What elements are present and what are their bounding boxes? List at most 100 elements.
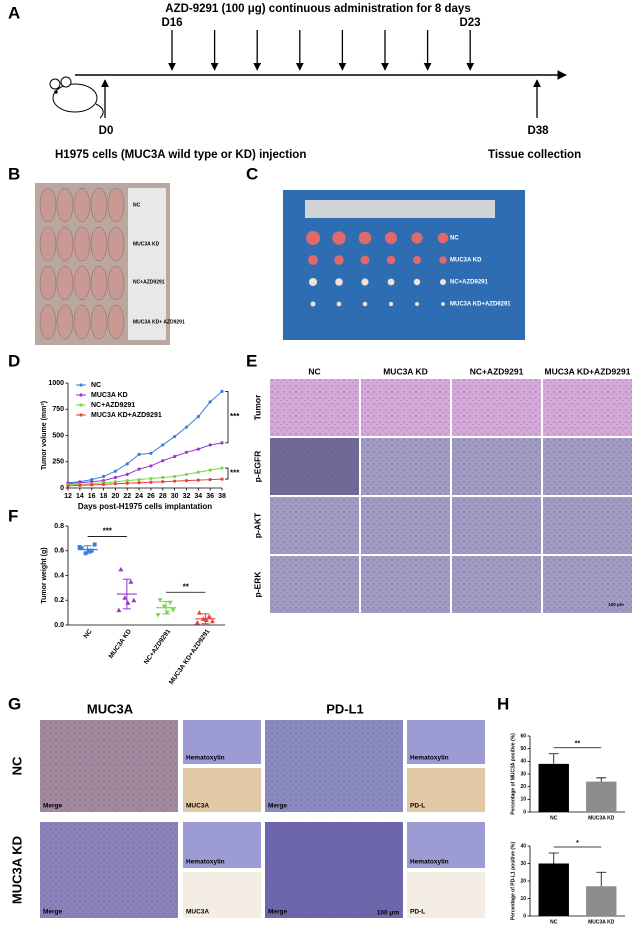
legend-label: NC	[91, 382, 101, 389]
x-tick-label: 26	[147, 493, 155, 500]
tumor	[332, 231, 346, 245]
point	[149, 464, 153, 468]
mouse	[73, 187, 91, 223]
row-header: MUC3A KD	[9, 836, 24, 904]
y-tick-label: 30	[520, 771, 526, 777]
point	[161, 443, 165, 447]
group-label: MUC3A KD+AZD9291	[450, 302, 511, 308]
point	[196, 447, 200, 451]
histology-texture	[543, 556, 632, 613]
histology-texture	[361, 497, 450, 554]
x-tick-label: 18	[100, 493, 108, 500]
annotation: **	[183, 582, 190, 591]
tumor	[441, 302, 445, 306]
point	[78, 483, 82, 487]
histology-texture	[543, 379, 632, 436]
legend-marker	[79, 383, 83, 387]
error-bar	[548, 753, 559, 764]
tumor	[439, 256, 447, 264]
x-tick-label: 24	[135, 493, 143, 500]
panel-letter: E	[246, 351, 257, 370]
panel-letter: C	[246, 164, 258, 183]
column-header: MUC3A KD	[383, 366, 428, 376]
panel-letter: G	[8, 694, 21, 713]
mouse	[56, 304, 74, 340]
y-tick-label: 20	[520, 784, 526, 790]
panel-letter: F	[8, 506, 18, 525]
series-line	[67, 467, 223, 486]
image-label: Hematoxylin	[186, 755, 225, 762]
image-label: PD-L	[410, 803, 425, 810]
point	[173, 434, 177, 439]
tumor	[362, 301, 368, 307]
legend-label: MUC3A KD+AZD9291	[91, 412, 162, 419]
annotation: *	[576, 840, 579, 847]
point	[164, 610, 170, 616]
y-tick-label: 500	[52, 432, 64, 439]
point	[208, 443, 212, 447]
y-tick-label: 0.6	[54, 548, 64, 555]
ihc-hematoxylin	[183, 720, 261, 764]
y-axis-label: Tumor volume (mm³)	[41, 401, 48, 470]
bar	[538, 863, 569, 916]
mouse	[56, 265, 74, 301]
mouse	[39, 226, 57, 262]
y-axis-label: Percentage of PD-L1 positive (%)	[510, 841, 516, 920]
y-tick-label: 0	[523, 913, 526, 919]
point	[196, 478, 200, 482]
column-header: MUC3A KD+AZD9291	[545, 366, 631, 376]
panel-letter: H	[497, 694, 509, 713]
bar	[538, 763, 569, 812]
tumor	[387, 278, 395, 286]
y-tick-label: 30	[520, 861, 526, 867]
x-tick-label: 14	[76, 493, 84, 500]
x-tick-label: 32	[183, 493, 191, 500]
legend-label: MUC3A KD	[91, 392, 128, 399]
error-bar	[548, 852, 559, 864]
point	[173, 479, 177, 483]
tumor	[334, 255, 344, 265]
error-bar	[122, 578, 131, 610]
y-tick-label: 0.4	[54, 572, 64, 579]
x-tick-label: NC	[550, 919, 558, 925]
x-tick-label: MUC3A KD	[588, 919, 615, 925]
point	[208, 400, 212, 404]
image-label: Merge	[268, 909, 288, 916]
point	[184, 425, 189, 429]
point	[173, 474, 177, 479]
timeline-title: AZD-9291 (100 μg) continuous administrat…	[165, 3, 470, 15]
dose-arrows	[168, 30, 475, 71]
x-tick-label: 12	[64, 493, 72, 500]
ihc-texture	[265, 822, 403, 918]
point	[122, 595, 128, 600]
tumors	[306, 231, 449, 307]
point	[209, 618, 215, 624]
point	[208, 468, 212, 472]
ihc-stain	[407, 768, 485, 812]
point	[118, 566, 124, 572]
point	[220, 477, 224, 481]
timeline-label: H1975 cells (MUC3A wild type or KD) inje…	[55, 149, 306, 161]
x-tick-label: NC	[83, 628, 94, 640]
mouse	[90, 304, 108, 340]
timeline-label: D0	[99, 125, 114, 137]
group-label: NC+AZD9291	[450, 280, 489, 286]
mouse	[73, 265, 91, 301]
panels: A B C D E F G H NC MUC3A KD NC+AZD9291 MUC3A KD+ AZ…	[8, 3, 632, 925]
mouse	[56, 187, 74, 223]
y-tick-label: 0.2	[54, 597, 64, 604]
row-header: p-AKT	[252, 512, 262, 538]
mouse	[107, 304, 125, 340]
y-axis-label: Percentage of MUC3A positive (%)	[510, 733, 516, 815]
y-tick-label: 1000	[48, 380, 64, 387]
y-tick-label: 0	[60, 485, 64, 492]
x-tick-label: 36	[206, 493, 214, 500]
point	[161, 475, 165, 480]
image-label: Hematoxylin	[410, 859, 449, 866]
y-tick-label: 50	[520, 746, 526, 752]
legend-marker	[79, 393, 83, 397]
histology-texture	[270, 438, 359, 495]
tumor	[360, 255, 370, 265]
tumor	[358, 231, 372, 245]
point	[208, 478, 212, 482]
